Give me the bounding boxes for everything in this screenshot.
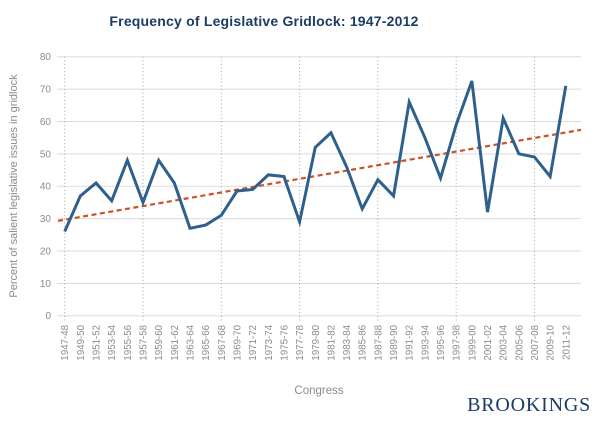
x-tick-label: 2011-12	[561, 325, 572, 360]
y-tick-label: 10	[40, 279, 52, 290]
x-tick-label: 1977-78	[295, 325, 306, 361]
y-tick-label: 40	[40, 182, 52, 193]
x-tick-label: 1963-64	[185, 324, 196, 360]
x-tick-label: 1955-56	[123, 325, 134, 361]
x-tick-label: 1959-60	[154, 324, 165, 360]
x-tick-label: 1957-58	[139, 325, 150, 361]
x-tick-label: 1967-68	[217, 325, 228, 361]
x-tick-label: 1989-90	[389, 324, 400, 360]
brookings-logo: BROOKINGS	[467, 394, 591, 416]
x-axis-title: Congress	[294, 385, 344, 397]
x-tick-label: 1991-92	[405, 325, 416, 361]
x-tick-label: 1999-00	[467, 324, 478, 360]
y-tick-label: 30	[40, 214, 52, 225]
x-tick-label: 1965-66	[201, 325, 212, 361]
x-tick-label: 1953-54	[107, 324, 118, 360]
x-tick-label: 1947-48	[60, 325, 71, 361]
x-tick-label: 2003-04	[499, 324, 510, 360]
x-tick-label: 1951-52	[92, 325, 103, 361]
x-tick-label: 1983-84	[342, 324, 353, 360]
x-tick-label: 2005-06	[514, 325, 525, 361]
x-tick-label: 1979-80	[311, 324, 322, 360]
data-line	[63, 80, 568, 233]
x-tick-label: 1973-74	[264, 324, 275, 360]
x-tick-label: 1981-82	[326, 325, 337, 361]
trend-line	[57, 128, 582, 222]
x-tick-label: 2001-02	[483, 325, 494, 361]
y-tick-label: 0	[45, 311, 51, 322]
y-tick-label: 70	[40, 85, 52, 96]
chart-title: Frequency of Legislative Gridlock: 1947-…	[109, 13, 419, 29]
y-tick-label: 60	[40, 117, 52, 128]
x-tick-label: 1969-70	[232, 324, 243, 360]
x-tick-label: 1997-98	[452, 325, 463, 361]
x-tick-label: 1987-88	[373, 325, 384, 361]
x-tick-label: 1971-72	[248, 325, 259, 361]
x-tick-label: 1995-96	[436, 325, 447, 361]
x-tick-label: 1993-94	[420, 324, 431, 360]
x-tick-label: 1985-86	[358, 325, 369, 361]
x-tick-label: 1975-76	[279, 325, 290, 361]
x-tick-label: 1961-62	[170, 325, 181, 361]
y-tick-label: 80	[40, 52, 52, 63]
x-tick-label: 2007-08	[530, 325, 541, 361]
y-tick-label: 50	[40, 149, 52, 160]
x-tick-label: 1949-50	[76, 324, 87, 360]
y-tick-label: 20	[40, 246, 52, 257]
x-tick-label: 2009-10	[546, 324, 557, 360]
